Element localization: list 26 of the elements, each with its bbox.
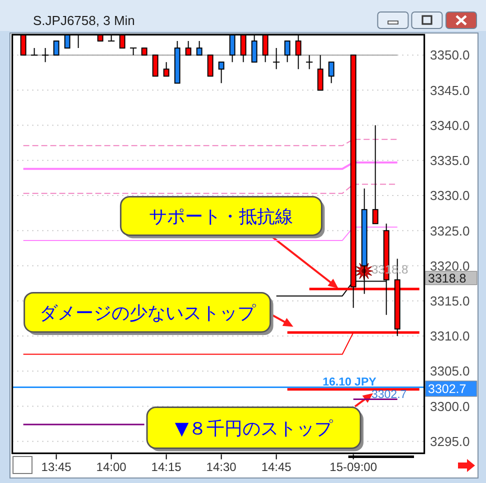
- x-tick-label: 14:00: [96, 460, 127, 474]
- y-tick-label: 3315.0: [430, 293, 470, 308]
- y-tick-label: 3295.0: [430, 434, 470, 449]
- x-tick-label: 15-09:00: [330, 460, 378, 474]
- y-tick-label: 3320.0: [430, 258, 470, 274]
- annotation: ダメージの少ないストップ: [39, 302, 256, 324]
- x-tick-label: 14:30: [206, 460, 237, 474]
- text: 3318.8: [428, 271, 466, 286]
- y-tick-label: 3335.0: [430, 153, 470, 168]
- annotation: ▼８千円のストップ: [174, 418, 334, 440]
- y-tick-label: 3305.0: [430, 364, 470, 379]
- x-tick-label: 14:45: [261, 460, 292, 474]
- y-tick-label: 3345.0: [430, 82, 470, 98]
- y-tick-label: 3340.0: [430, 118, 470, 133]
- y-tick-label: 3310.0: [430, 328, 470, 344]
- y-tick-label: 3300.0: [430, 398, 470, 414]
- x-tick-label: 13:45: [41, 460, 72, 474]
- text: 3302.7: [428, 382, 466, 396]
- annotation: 3302.7: [372, 388, 407, 401]
- x-tick-label: 14:15: [151, 460, 182, 474]
- ref-line-label: 16.10 JPY: [322, 376, 377, 388]
- annotation: サポート・抵抗線: [149, 206, 294, 228]
- y-tick-label: 3330.0: [430, 188, 470, 204]
- y-tick-label: 3350.0: [430, 48, 470, 63]
- chart-title: S.JPJ6758, 3 Min: [33, 13, 135, 28]
- y-tick-label: 3325.0: [430, 223, 470, 238]
